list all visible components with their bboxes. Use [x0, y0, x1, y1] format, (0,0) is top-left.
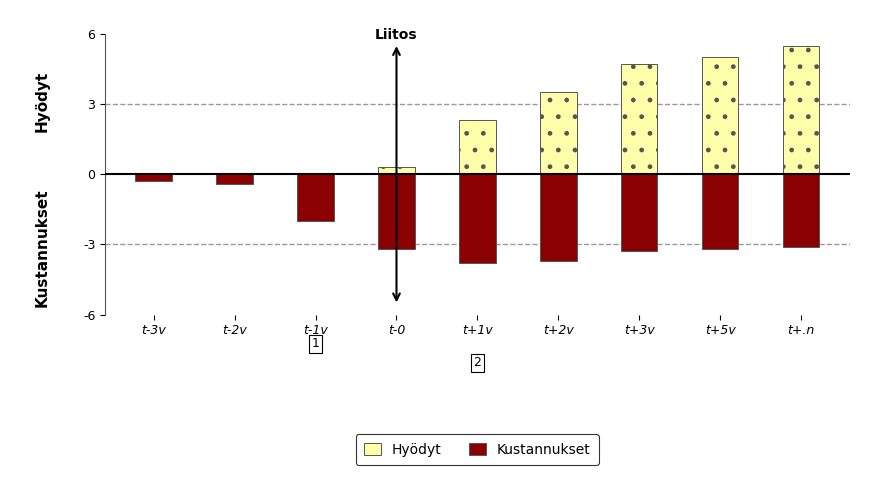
Bar — [378, 174, 414, 249]
Bar — [783, 174, 819, 247]
Text: Hyödyt: Hyödyt — [34, 71, 49, 132]
Bar — [459, 174, 496, 263]
Text: 2: 2 — [474, 356, 481, 369]
Bar — [783, 45, 819, 174]
Bar — [702, 57, 738, 174]
Bar — [621, 174, 658, 252]
Legend: Hyödyt, Kustannukset: Hyödyt, Kustannukset — [356, 434, 599, 465]
Text: Kustannukset: Kustannukset — [34, 188, 49, 306]
Bar — [216, 174, 253, 183]
Text: Liitos: Liitos — [375, 28, 418, 42]
Bar — [297, 174, 334, 221]
Bar — [702, 174, 738, 249]
Bar — [540, 92, 576, 174]
Bar — [540, 174, 576, 261]
Bar — [459, 121, 496, 174]
Text: 1: 1 — [312, 337, 320, 350]
Bar — [378, 167, 414, 174]
Bar — [621, 64, 658, 174]
Bar — [136, 174, 172, 181]
